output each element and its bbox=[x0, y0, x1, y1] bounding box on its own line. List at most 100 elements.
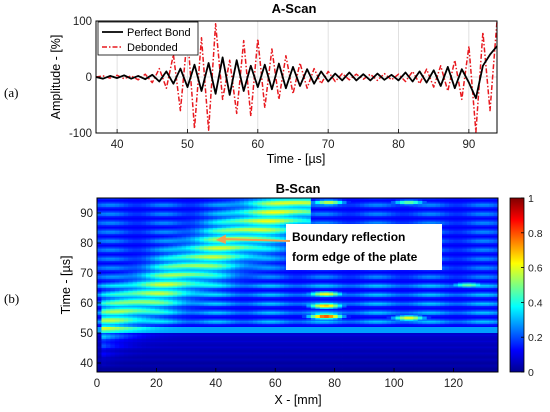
heatmap-cell bbox=[159, 229, 165, 232]
heatmap-cell bbox=[203, 252, 209, 254]
heatmap-cell bbox=[319, 274, 325, 277]
heatmap-cell bbox=[190, 258, 196, 260]
heatmap-cell bbox=[293, 204, 298, 206]
heatmap-cell bbox=[186, 265, 191, 268]
heatmap-cell bbox=[244, 204, 249, 206]
heatmap-cell bbox=[440, 222, 445, 224]
heatmap-cell bbox=[301, 211, 307, 214]
heatmap-cell bbox=[252, 213, 258, 215]
heatmap-cell bbox=[123, 253, 129, 256]
heatmap-cell bbox=[221, 231, 227, 233]
heatmap-cell bbox=[181, 252, 187, 254]
heatmap-cell bbox=[457, 255, 463, 257]
heatmap-cell bbox=[150, 240, 156, 242]
heatmap-cell bbox=[141, 207, 147, 209]
heatmap-cell bbox=[444, 274, 450, 277]
heatmap-cell bbox=[141, 265, 147, 268]
heatmap-cell bbox=[230, 268, 236, 271]
heatmap-cell bbox=[310, 279, 316, 281]
heatmap-cell bbox=[261, 207, 267, 209]
heatmap-cell bbox=[244, 256, 249, 259]
heatmap-cell bbox=[128, 252, 134, 254]
heatmap-cell bbox=[346, 273, 352, 275]
heatmap-cell bbox=[252, 216, 258, 218]
heatmap-cell bbox=[221, 234, 227, 236]
heatmap-cell bbox=[279, 265, 285, 268]
heatmap-cell bbox=[163, 213, 169, 215]
heatmap-cell bbox=[350, 205, 356, 208]
heatmap-cell bbox=[221, 220, 227, 223]
heatmap-cell bbox=[217, 246, 223, 248]
heatmap-cell bbox=[186, 250, 191, 253]
heatmap-cell bbox=[466, 261, 472, 263]
heatmap-cell bbox=[489, 247, 494, 250]
heatmap-cell bbox=[266, 258, 272, 260]
heatmap-cell bbox=[475, 252, 481, 254]
heatmap-cell bbox=[235, 274, 240, 277]
heatmap-cell bbox=[150, 270, 156, 272]
heatmap-cell bbox=[199, 270, 205, 272]
heatmap-cell bbox=[404, 273, 410, 275]
heatmap-cell bbox=[235, 267, 240, 269]
heatmap-cell bbox=[297, 220, 303, 223]
heatmap-cell bbox=[190, 276, 196, 278]
heatmap-cell bbox=[141, 199, 147, 202]
heatmap-cell bbox=[448, 202, 454, 205]
heatmap-cell bbox=[177, 258, 183, 260]
heatmap-cell bbox=[208, 201, 214, 203]
heatmap-cell bbox=[248, 246, 254, 248]
heatmap-cell bbox=[199, 219, 205, 221]
heatmap-cell bbox=[150, 255, 156, 257]
heatmap-cell bbox=[114, 271, 120, 274]
heatmap-cell bbox=[493, 264, 498, 266]
heatmap-cell bbox=[364, 214, 370, 217]
heatmap-cell bbox=[466, 231, 472, 233]
heatmap-cell bbox=[270, 267, 276, 269]
heatmap-cell bbox=[426, 277, 432, 280]
heatmap-cell bbox=[177, 198, 183, 200]
heatmap-cell bbox=[293, 199, 298, 202]
heatmap-cell bbox=[413, 270, 419, 272]
heatmap-cell bbox=[146, 241, 151, 244]
heatmap-cell bbox=[377, 201, 383, 203]
heatmap-cell bbox=[270, 264, 276, 266]
heatmap-cell bbox=[132, 240, 138, 242]
heatmap-cell bbox=[195, 238, 200, 241]
heatmap-cell bbox=[128, 229, 134, 232]
heatmap-cell bbox=[230, 256, 236, 259]
heatmap-cell bbox=[306, 210, 312, 212]
heatmap-cell bbox=[261, 277, 267, 280]
heatmap-cell bbox=[257, 232, 263, 235]
heatmap-cell bbox=[484, 237, 490, 239]
heatmap-cell bbox=[105, 207, 111, 209]
heatmap-cell bbox=[382, 217, 388, 220]
heatmap-cell bbox=[248, 234, 254, 236]
heatmap-cell bbox=[195, 223, 200, 226]
heatmap-cell bbox=[132, 267, 138, 269]
heatmap-cell bbox=[475, 202, 481, 205]
heatmap-cell bbox=[132, 264, 138, 266]
heatmap-cell bbox=[186, 268, 191, 271]
heatmap-cell bbox=[114, 198, 120, 200]
heatmap-cell bbox=[284, 214, 289, 217]
heatmap-cell bbox=[252, 231, 258, 233]
heatmap-cell bbox=[101, 202, 107, 205]
heatmap-cell bbox=[462, 270, 468, 272]
heatmap-cell bbox=[190, 274, 196, 277]
heatmap-cell bbox=[203, 244, 209, 247]
heatmap-cell bbox=[475, 232, 481, 235]
heatmap-cell bbox=[444, 201, 450, 203]
heatmap-cell bbox=[248, 229, 254, 232]
heatmap-cell bbox=[457, 244, 463, 247]
heatmap-cell bbox=[212, 225, 218, 227]
heatmap-cell bbox=[257, 258, 263, 260]
heatmap-cell bbox=[154, 210, 160, 212]
heatmap-cell bbox=[181, 222, 187, 224]
heatmap-cell bbox=[110, 258, 116, 260]
heatmap-cell bbox=[154, 204, 160, 206]
heatmap-cell bbox=[105, 238, 111, 241]
heatmap-cell bbox=[377, 273, 383, 275]
heatmap-cell bbox=[146, 268, 151, 271]
heatmap-cell bbox=[417, 214, 423, 217]
heatmap-cell bbox=[413, 205, 419, 208]
